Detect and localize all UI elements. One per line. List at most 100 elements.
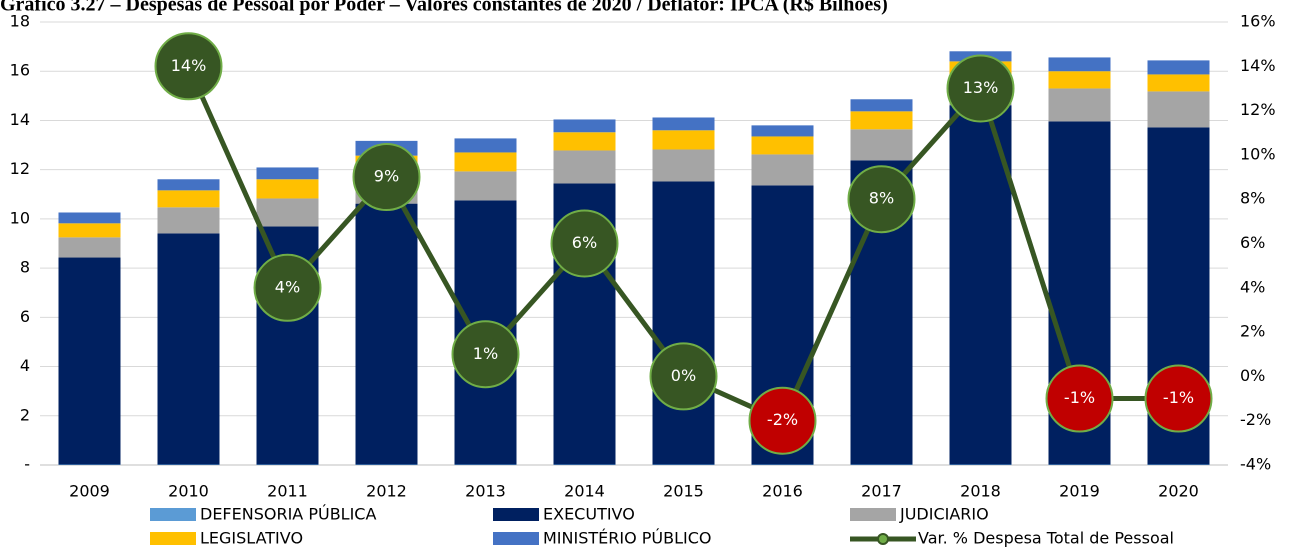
x-tick-label: 2012 — [366, 482, 407, 501]
bar-segment — [256, 167, 319, 180]
y2-tick-label: 6% — [1240, 233, 1265, 252]
bar-segment — [58, 212, 121, 224]
legend-swatch — [850, 508, 896, 521]
bar-segment — [850, 129, 913, 161]
legend-label: LEGISLATIVO — [200, 529, 303, 548]
y2-tick-label: 12% — [1240, 100, 1276, 119]
legend-swatch — [150, 508, 196, 521]
data-label: -1% — [1064, 388, 1095, 407]
line-marker — [847, 165, 916, 234]
data-label: 6% — [572, 233, 597, 252]
bar-segment — [850, 111, 913, 130]
legend-swatch — [493, 532, 539, 545]
bar-segment — [58, 257, 121, 465]
bar-segment — [58, 237, 121, 258]
line-marker — [649, 342, 718, 411]
legend-label: Var. % Despesa Total de Pessoal — [918, 529, 1174, 548]
line-marker — [748, 386, 817, 455]
y-tick-label: 14 — [10, 110, 30, 129]
y2-tick-label: 4% — [1240, 277, 1265, 296]
bar-segment — [58, 223, 121, 238]
bar-segment — [652, 181, 715, 465]
bar-segment — [949, 105, 1012, 465]
bar-segment — [256, 179, 319, 199]
data-label: 9% — [374, 167, 399, 186]
legend-swatch — [150, 532, 196, 545]
bar-segment — [454, 152, 517, 172]
data-label: 13% — [963, 78, 999, 97]
legend-swatch — [493, 508, 539, 521]
data-label: 1% — [473, 344, 498, 363]
bar-segment — [157, 179, 220, 191]
data-label: -1% — [1163, 388, 1194, 407]
x-tick-label: 2017 — [861, 482, 902, 501]
x-tick-label: 2014 — [564, 482, 605, 501]
line-marker — [451, 320, 520, 389]
y2-tick-label: 2% — [1240, 322, 1265, 341]
data-label: 8% — [869, 189, 894, 208]
bar-segment — [1048, 71, 1111, 89]
bar-segment — [157, 233, 220, 465]
bar-segment — [751, 125, 814, 137]
line-marker — [946, 54, 1015, 123]
bar-segment — [553, 119, 616, 133]
x-tick-label: 2018 — [960, 482, 1001, 501]
line-marker — [253, 253, 322, 322]
y2-tick-label: -4% — [1240, 455, 1271, 474]
data-label: 0% — [671, 366, 696, 385]
data-label: -2% — [767, 410, 798, 429]
data-label: 14% — [171, 56, 207, 75]
bar-segment — [751, 136, 814, 155]
x-tick-label: 2016 — [762, 482, 803, 501]
y-tick-label: 16 — [10, 61, 30, 80]
x-tick-label: 2020 — [1158, 482, 1199, 501]
bar-segment — [1147, 60, 1210, 75]
bar-segment — [553, 132, 616, 151]
chart-title: Gráfico 3.27 – Despesas de Pessoal por P… — [0, 0, 888, 16]
bar-segment — [1048, 88, 1111, 122]
y2-tick-label: 0% — [1240, 366, 1265, 385]
bar-segment — [454, 171, 517, 201]
bar-segment — [1147, 74, 1210, 92]
bar-segment — [652, 117, 715, 131]
legend-label: EXECUTIVO — [543, 505, 635, 524]
legend-label: DEFENSORIA PÚBLICA — [200, 505, 376, 524]
line-marker — [352, 143, 421, 212]
x-tick-label: 2019 — [1059, 482, 1100, 501]
bar-segment — [256, 198, 319, 227]
y-tick-label: 12 — [10, 159, 30, 178]
x-tick-label: 2009 — [69, 482, 110, 501]
y2-tick-label: 16% — [1240, 12, 1276, 31]
y-tick-label: 4 — [20, 356, 30, 375]
y-tick-label: - — [24, 455, 30, 474]
y2-tick-label: 10% — [1240, 144, 1276, 163]
bar-segment — [454, 138, 517, 153]
bar-segment — [751, 154, 814, 186]
x-tick-label: 2015 — [663, 482, 704, 501]
line-marker — [154, 32, 223, 101]
x-tick-label: 2011 — [267, 482, 308, 501]
bar-segment — [652, 130, 715, 150]
legend-label: MINISTÉRIO PÚBLICO — [543, 529, 712, 548]
bar-segment — [355, 203, 418, 465]
bar-segment — [1048, 57, 1111, 72]
y2-tick-label: -2% — [1240, 410, 1271, 429]
bar-segment — [157, 190, 220, 208]
bar-segment — [1147, 91, 1210, 128]
y-tick-label: 18 — [10, 12, 30, 31]
legend-label: JUDICIARIO — [899, 505, 989, 524]
x-tick-label: 2013 — [465, 482, 506, 501]
bar-segment — [652, 149, 715, 182]
bar-segment — [157, 207, 220, 234]
y-tick-label: 8 — [20, 258, 30, 277]
line-marker — [550, 209, 619, 278]
bar-segment — [553, 150, 616, 184]
legend-marker — [877, 533, 889, 545]
y-tick-label: 2 — [20, 405, 30, 424]
y-tick-label: 10 — [10, 208, 30, 227]
y2-tick-label: 8% — [1240, 189, 1265, 208]
line-marker — [1045, 364, 1114, 433]
y-tick-label: 6 — [20, 307, 30, 326]
data-label: 4% — [275, 277, 300, 296]
